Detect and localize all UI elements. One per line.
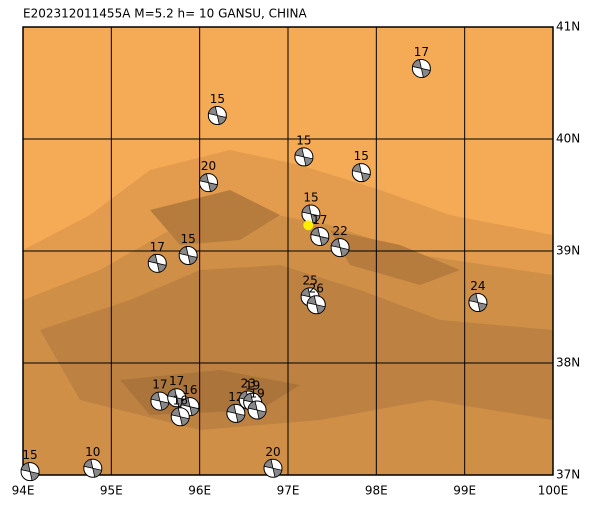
depth-label: 24	[470, 279, 485, 293]
x-tick-label: 94E	[12, 484, 35, 498]
depth-label: 16	[173, 393, 188, 407]
beachball-quadrant	[468, 293, 488, 312]
beachball-quadrant	[263, 458, 283, 478]
y-tick-label: 38N	[556, 356, 580, 370]
depth-label: 20	[201, 159, 216, 173]
beachball	[247, 400, 267, 420]
beachball	[170, 407, 190, 427]
depth-label: 25	[302, 273, 317, 287]
beachball	[351, 163, 371, 183]
beachball-quadrant	[411, 58, 431, 78]
depth-label: 15	[354, 149, 369, 163]
title: E202312011455A M=5.2 h= 10 GANSU, CHINA	[23, 7, 308, 21]
depth-label: 17	[152, 378, 167, 392]
beachball	[330, 238, 350, 258]
depth-label: 20	[265, 445, 280, 459]
depth-label: 19	[245, 379, 260, 393]
beachball-quadrant	[83, 458, 103, 478]
depth-label: 22	[332, 224, 347, 238]
beachball	[411, 58, 431, 78]
depth-label: 26	[309, 281, 324, 295]
beachball-quadrant	[301, 204, 321, 224]
depth-label: 15	[296, 133, 311, 147]
x-tick-label: 97E	[277, 484, 300, 498]
beachball-quadrant	[294, 147, 314, 167]
depth-label: 15	[22, 448, 37, 462]
y-tick-label: 37N	[556, 468, 580, 482]
y-tick-label: 41N	[556, 20, 580, 34]
depth-label: 17	[312, 213, 327, 227]
beachball	[310, 226, 330, 246]
beachball	[178, 245, 198, 265]
beachball	[294, 147, 314, 167]
epicenter	[303, 220, 314, 231]
depth-label: 10	[85, 445, 100, 459]
beachball	[226, 403, 246, 423]
beachball	[207, 105, 227, 125]
beachball	[150, 391, 170, 411]
depth-label: 19	[249, 387, 264, 401]
beachball-quadrant	[207, 106, 227, 125]
depth-label: 17	[150, 240, 165, 254]
beachball-quadrant	[306, 295, 326, 315]
beachball-quadrant	[351, 163, 371, 183]
depth-label: 15	[210, 92, 225, 106]
x-tick-label: 98E	[365, 484, 388, 498]
beachball-quadrant	[170, 407, 190, 427]
beachball	[20, 462, 40, 482]
beachball-quadrant	[147, 253, 167, 273]
beachball-quadrant	[199, 173, 218, 193]
beachball	[468, 293, 488, 313]
x-tick-label: 95E	[100, 484, 123, 498]
beachball-quadrant	[180, 397, 200, 417]
y-tick-label: 40N	[556, 132, 580, 146]
beachball	[263, 458, 283, 478]
y-tick-label: 39N	[556, 244, 580, 258]
x-tick-label: 96E	[188, 484, 211, 498]
depth-label: 16	[182, 383, 197, 397]
depth-label: 23	[241, 376, 256, 390]
beachball-quadrant	[226, 403, 246, 423]
depth-label: 17	[414, 45, 429, 59]
beachball	[147, 253, 167, 273]
depth-label: 15	[303, 191, 318, 205]
beachball	[199, 173, 218, 193]
beachball-quadrant	[330, 238, 350, 258]
beachball-quadrant	[310, 226, 330, 246]
beachball-quadrant	[247, 400, 267, 420]
beachball	[306, 295, 326, 315]
x-tick-label: 100E	[538, 484, 569, 498]
beachball	[167, 388, 187, 408]
beachball	[83, 458, 103, 478]
depth-label: 15	[181, 232, 196, 246]
beachball-quadrant	[178, 246, 198, 265]
beachball-quadrant	[20, 462, 40, 482]
depth-label: 17	[169, 374, 184, 388]
x-tick-label: 99E	[453, 484, 476, 498]
